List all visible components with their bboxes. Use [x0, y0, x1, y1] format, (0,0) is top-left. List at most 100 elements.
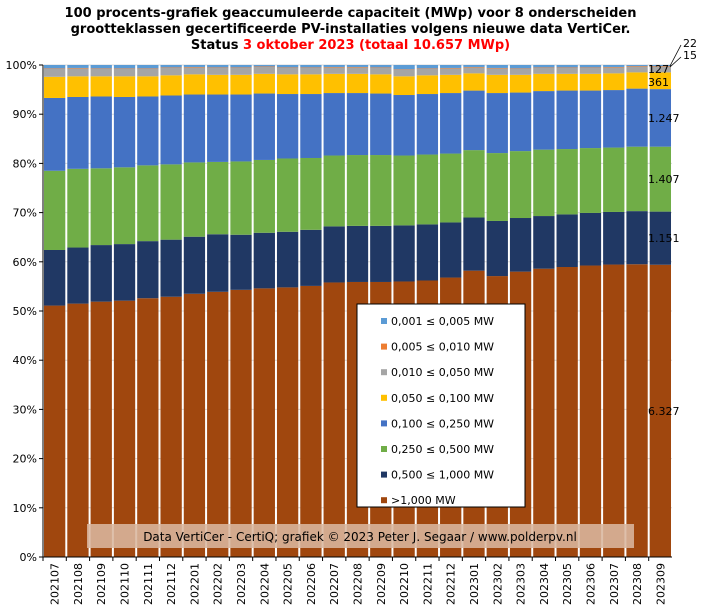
bar-segment — [137, 165, 159, 242]
x-tick-label: 202203 — [235, 563, 248, 605]
legend-swatch — [381, 369, 387, 376]
x-tick-label: 202205 — [282, 563, 295, 605]
x-tick-label: 202301 — [468, 563, 481, 605]
bar-segment — [579, 148, 602, 213]
y-tick-label: 100% — [6, 59, 37, 72]
bar-segment — [113, 300, 136, 557]
series-end-label: 1.151 — [648, 232, 680, 245]
bar-segment — [230, 234, 252, 290]
bar-segment — [626, 65, 648, 66]
bar-segment — [43, 97, 66, 171]
bar-segment — [370, 155, 392, 226]
x-tick-label: 202303 — [515, 563, 528, 605]
x-axis-ticks: 202107 202108 202109 202110 202111 202112 2022… — [42, 557, 667, 605]
bar-segment — [300, 285, 322, 557]
bar-segment — [370, 67, 392, 75]
bar-segment — [137, 241, 159, 299]
bar-segment — [323, 226, 345, 283]
bar-segment — [300, 67, 322, 75]
bar-segment — [300, 74, 322, 95]
bar-segment — [230, 65, 252, 68]
bar-segment — [556, 267, 578, 557]
bar-segment — [43, 65, 66, 69]
legend-label: 0,050 ≤ 0,100 MW — [391, 392, 494, 405]
credit-text: Data VertiCer - CertiQ; grafiek © 2023 P… — [143, 530, 577, 544]
bar-segment — [276, 231, 299, 288]
x-tick-label: 202109 — [95, 563, 108, 605]
x-tick-label: 202107 — [49, 563, 62, 605]
bar-segment — [160, 75, 182, 96]
bar-segment — [90, 168, 112, 246]
bar-segment — [323, 67, 345, 74]
legend-swatch — [381, 394, 387, 401]
bar-segment — [276, 65, 299, 68]
bar-segment — [440, 93, 462, 154]
bar-segment — [486, 93, 508, 154]
x-tick-label: 202110 — [119, 563, 132, 605]
bar-segment — [137, 96, 159, 166]
bar-segment — [67, 76, 89, 97]
y-tick-label: 50% — [13, 305, 37, 318]
bar-segment — [486, 74, 508, 94]
bar-segment — [160, 296, 182, 557]
legend-swatch — [381, 420, 387, 427]
bar-segment — [113, 96, 136, 168]
bar-segment — [626, 72, 648, 89]
legend-label: 0,010 ≤ 0,050 MW — [391, 366, 494, 379]
y-tick-label: 10% — [13, 502, 37, 515]
bar-segment — [416, 154, 439, 225]
series-end-label: 1.407 — [648, 173, 680, 186]
bar-segment — [160, 164, 182, 240]
bar-segment — [90, 68, 112, 77]
bar-segment — [440, 65, 462, 68]
bar-segment — [440, 68, 462, 75]
bar-segment — [183, 94, 206, 163]
bar-segment — [509, 74, 532, 93]
bar-segment — [463, 73, 485, 91]
bar-segment — [113, 244, 136, 301]
bar-segment — [509, 68, 532, 75]
bar-segment — [183, 74, 206, 95]
x-tick-label: 202302 — [491, 563, 504, 605]
bar-segment — [416, 94, 439, 155]
bar-segment — [579, 67, 602, 74]
bar-segment — [183, 67, 206, 75]
x-tick-label: 202111 — [142, 563, 155, 605]
bar-segment — [253, 93, 275, 160]
bar-segment — [603, 147, 625, 212]
series-end-label: 6.327 — [648, 405, 680, 418]
bar-segment — [276, 67, 299, 75]
bar-segment — [253, 232, 275, 289]
bar-segment — [253, 73, 275, 94]
bar-segment — [300, 229, 322, 286]
bar-segment — [556, 90, 578, 150]
bar-segment — [393, 76, 415, 96]
bar-segment — [207, 234, 229, 292]
bar-segment — [533, 268, 555, 557]
bar-segment — [556, 67, 578, 74]
bar-segment — [556, 149, 578, 215]
series-end-label: 361 — [648, 76, 669, 89]
bar-segment — [393, 95, 415, 156]
title-line-2: grootteklassen gecertificeerde PV-instal… — [70, 22, 631, 37]
x-tick-label: 202307 — [608, 563, 621, 605]
x-tick-label: 202308 — [631, 563, 644, 605]
bar-segment — [579, 90, 602, 149]
bar-segment — [393, 155, 415, 226]
bar-segment — [90, 76, 112, 97]
bar-segment — [463, 217, 485, 271]
x-tick-label: 202309 — [654, 563, 667, 605]
series-end-label: 1.247 — [648, 112, 680, 125]
bar-segment — [463, 90, 485, 151]
bar-segment — [603, 264, 625, 557]
legend-label: 0,250 ≤ 0,500 MW — [391, 443, 494, 456]
bar-segment — [67, 65, 89, 68]
bar-segment — [43, 68, 66, 77]
bar-segment — [207, 74, 229, 95]
bar-segment — [603, 211, 625, 265]
bar-segment — [346, 73, 369, 94]
bar-segment — [207, 67, 229, 75]
legend-swatch — [381, 343, 387, 350]
bar-segment — [323, 282, 345, 557]
bar-segment — [253, 159, 275, 233]
